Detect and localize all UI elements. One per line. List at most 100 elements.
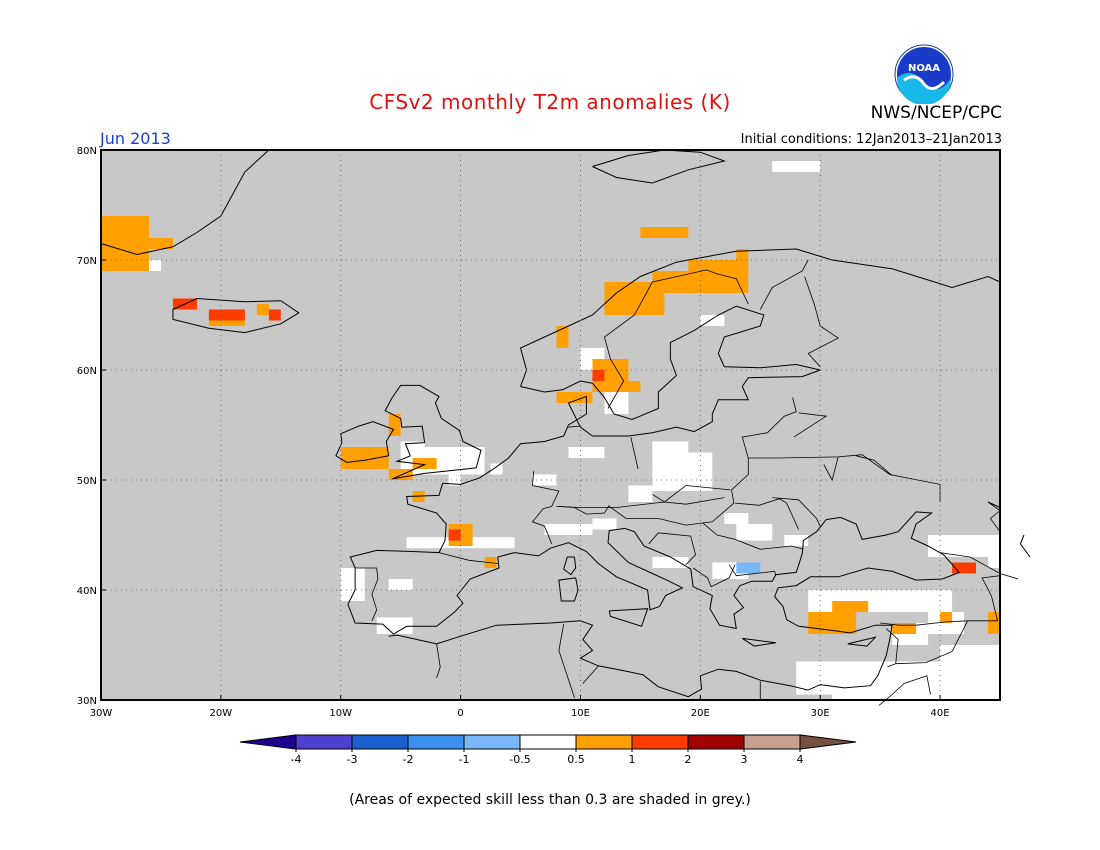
anomaly-cell [832,689,929,700]
colorbar-label: -3 [347,753,358,766]
country-border [438,552,500,564]
lon-tick-label: 30E [811,708,830,719]
anomaly-cell [652,452,713,491]
country-border [878,675,931,706]
anomaly-cell [628,485,653,502]
country-border [895,620,968,665]
anomaly-cell [640,227,689,238]
anomaly-cell [772,161,821,172]
coastline [558,577,579,602]
country-border [648,532,696,565]
initial-conditions: Initial conditions: 12Jan2013–21Jan2013 [740,132,1002,147]
colorbar-segment [351,734,409,750]
anomaly-cell [988,612,1000,634]
country-border [355,567,379,621]
lon-tick-label: 20E [691,708,710,719]
coastline [608,608,649,627]
anomaly-cell [892,623,917,634]
anomaly-cell [736,249,749,260]
anomaly-cell [388,414,401,436]
coastline [592,149,727,184]
country-border [967,575,1001,622]
country-border [880,620,968,626]
country-border [741,397,797,459]
country-border [568,425,580,428]
colorbar-arrow-left [239,734,297,750]
anomaly-cell [388,469,413,480]
lat-tick-label: 70N [77,256,97,267]
anomaly-cell [568,447,605,458]
country-border [603,269,749,409]
lat-tick-label: 50N [77,476,97,487]
anomaly-cell [490,463,503,475]
anomaly-cell [808,590,953,612]
coastline [100,149,270,256]
country-border [772,497,821,527]
lon-tick-label: 10W [329,708,352,719]
country-border [609,489,735,526]
country-border [823,456,839,482]
anomaly-cell [604,359,617,370]
country-border [885,628,899,668]
lat-tick-label: 80N [77,146,97,157]
colorbar-label: 2 [685,753,692,766]
anomaly-cell [652,441,689,458]
colorbar-label: 4 [797,753,804,766]
coastline [347,511,961,691]
colorbar-label: 3 [741,753,748,766]
anomaly-cell [101,216,149,271]
colorbar-segment [295,734,353,750]
country-border [558,624,575,698]
country-border [652,493,725,505]
anomaly-cell [724,513,749,524]
coastline [335,421,395,463]
country-border [531,471,560,544]
country-border [804,276,839,367]
anomaly-cell [736,562,761,574]
country-border [856,455,893,476]
colorbar-segment [575,734,633,750]
skill-footnote: (Areas of expected skill less than 0.3 a… [349,792,751,808]
coastline [519,248,1001,387]
colorbar-segment [463,734,521,750]
anomaly-cell [532,474,557,486]
anomaly-cell [592,370,605,381]
anomaly-cell [556,392,593,403]
colorbar-label: 0.5 [567,753,585,766]
anomaly-cell [952,562,977,574]
anomaly-cell [352,447,377,458]
logo-lettering: NOAA [908,63,940,74]
anomaly-cell [592,381,641,392]
country-border [793,412,828,438]
anomaly-cell [556,326,569,348]
country-border [692,564,736,588]
anomaly-cell [652,557,689,568]
country-border [556,485,731,508]
country-border [630,437,639,470]
country-border [987,501,1001,532]
country-border [436,643,441,679]
coastline [520,305,821,421]
country-border [940,552,1019,580]
colorbar-segment [743,734,801,750]
anomaly-cell [148,238,173,249]
lon-tick-label: 40E [931,708,950,719]
colorbar-label: -2 [403,753,414,766]
coastline [1019,534,1031,558]
anomaly-cell [724,260,749,271]
anomaly-cell [340,568,365,601]
anomaly-cell [940,612,953,623]
country-border [759,259,809,310]
colorbar-arrow-right [799,734,857,750]
lat-tick-label: 40N [77,586,97,597]
lat-tick-label: 60N [77,366,97,377]
colorbar-label: 1 [629,753,636,766]
anomaly-cell [928,535,1000,557]
colorbar-label: -1 [459,753,470,766]
anomaly-cell [268,309,281,321]
coastline [742,637,776,647]
coastline [987,501,1001,508]
map-frame [100,149,1001,701]
coastline [563,556,577,576]
